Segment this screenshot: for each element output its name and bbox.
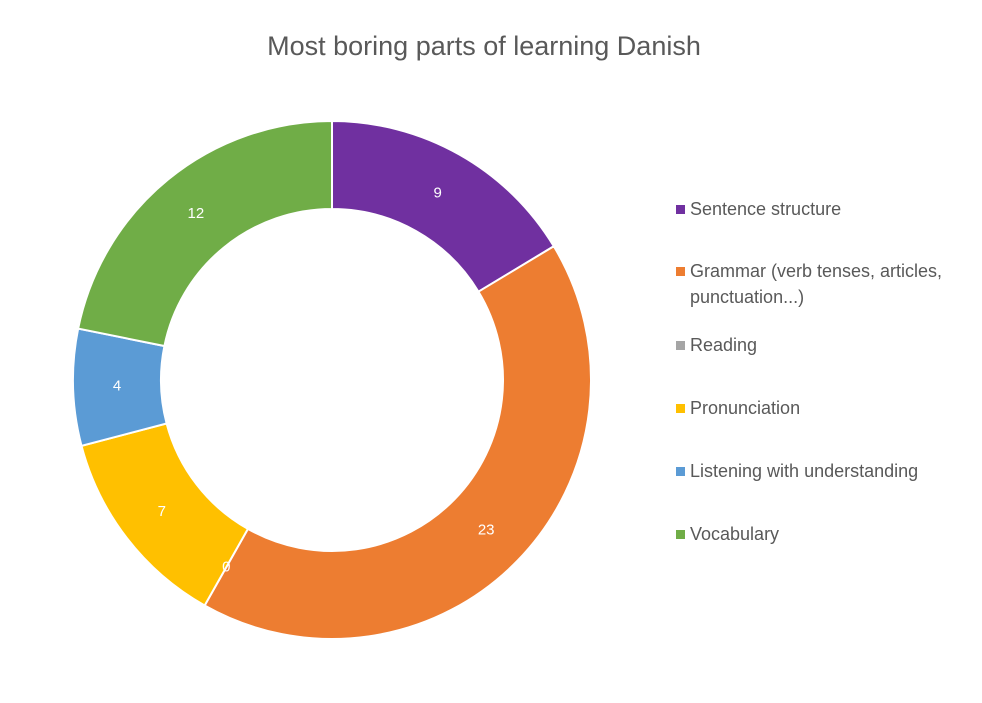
legend-swatch — [676, 404, 685, 413]
data-label-reading: 0 — [222, 559, 230, 576]
legend-item-listening-with-understanding: Listening with understanding — [676, 458, 976, 484]
donut-slices — [72, 119, 592, 640]
legend-item-reading: Reading — [676, 332, 976, 358]
legend-swatch — [676, 341, 685, 350]
legend-label: Listening with understanding — [690, 461, 919, 481]
data-label-sentence-structure: 9 — [434, 184, 442, 201]
legend-label: Pronunciation — [690, 398, 801, 418]
data-label-listening-with-understanding: 4 — [113, 378, 121, 395]
data-label-vocabulary: 12 — [188, 205, 205, 222]
slice-labels: 9 23 0 7 4 12 — [113, 184, 495, 575]
legend-label: Reading — [690, 335, 758, 355]
legend-label: Grammar (verb tenses, articles, punctuat… — [690, 261, 943, 307]
chart-title: Most boring parts of learning Danish — [267, 31, 701, 61]
slice-vocabulary — [76, 119, 333, 348]
donut-chart: 9 23 0 7 4 12 — [72, 119, 592, 640]
data-label-grammar-verb-tenses-articles-punctuation: 23 — [478, 521, 495, 538]
legend-label: Sentence structure — [690, 199, 842, 219]
legend-item-vocabulary: Vocabulary — [676, 521, 976, 547]
legend-item-pronunciation: Pronunciation — [676, 395, 976, 421]
legend-swatch — [676, 267, 685, 276]
legend-swatch — [676, 530, 685, 539]
legend-item-sentence-structure: Sentence structure — [676, 196, 976, 222]
slice-grammar-verb-tenses-articles-punctuation — [203, 244, 592, 640]
legend-item-grammar-verb-tenses-articles-punctuation: Grammar (verb tenses, articles, punctuat… — [676, 258, 976, 310]
legend-swatch — [676, 467, 685, 476]
chart-legend: Sentence structure Grammar (verb tenses, … — [676, 196, 976, 547]
legend-label: Vocabulary — [690, 524, 780, 544]
legend-swatch — [676, 205, 685, 214]
data-label-pronunciation: 7 — [158, 503, 166, 520]
